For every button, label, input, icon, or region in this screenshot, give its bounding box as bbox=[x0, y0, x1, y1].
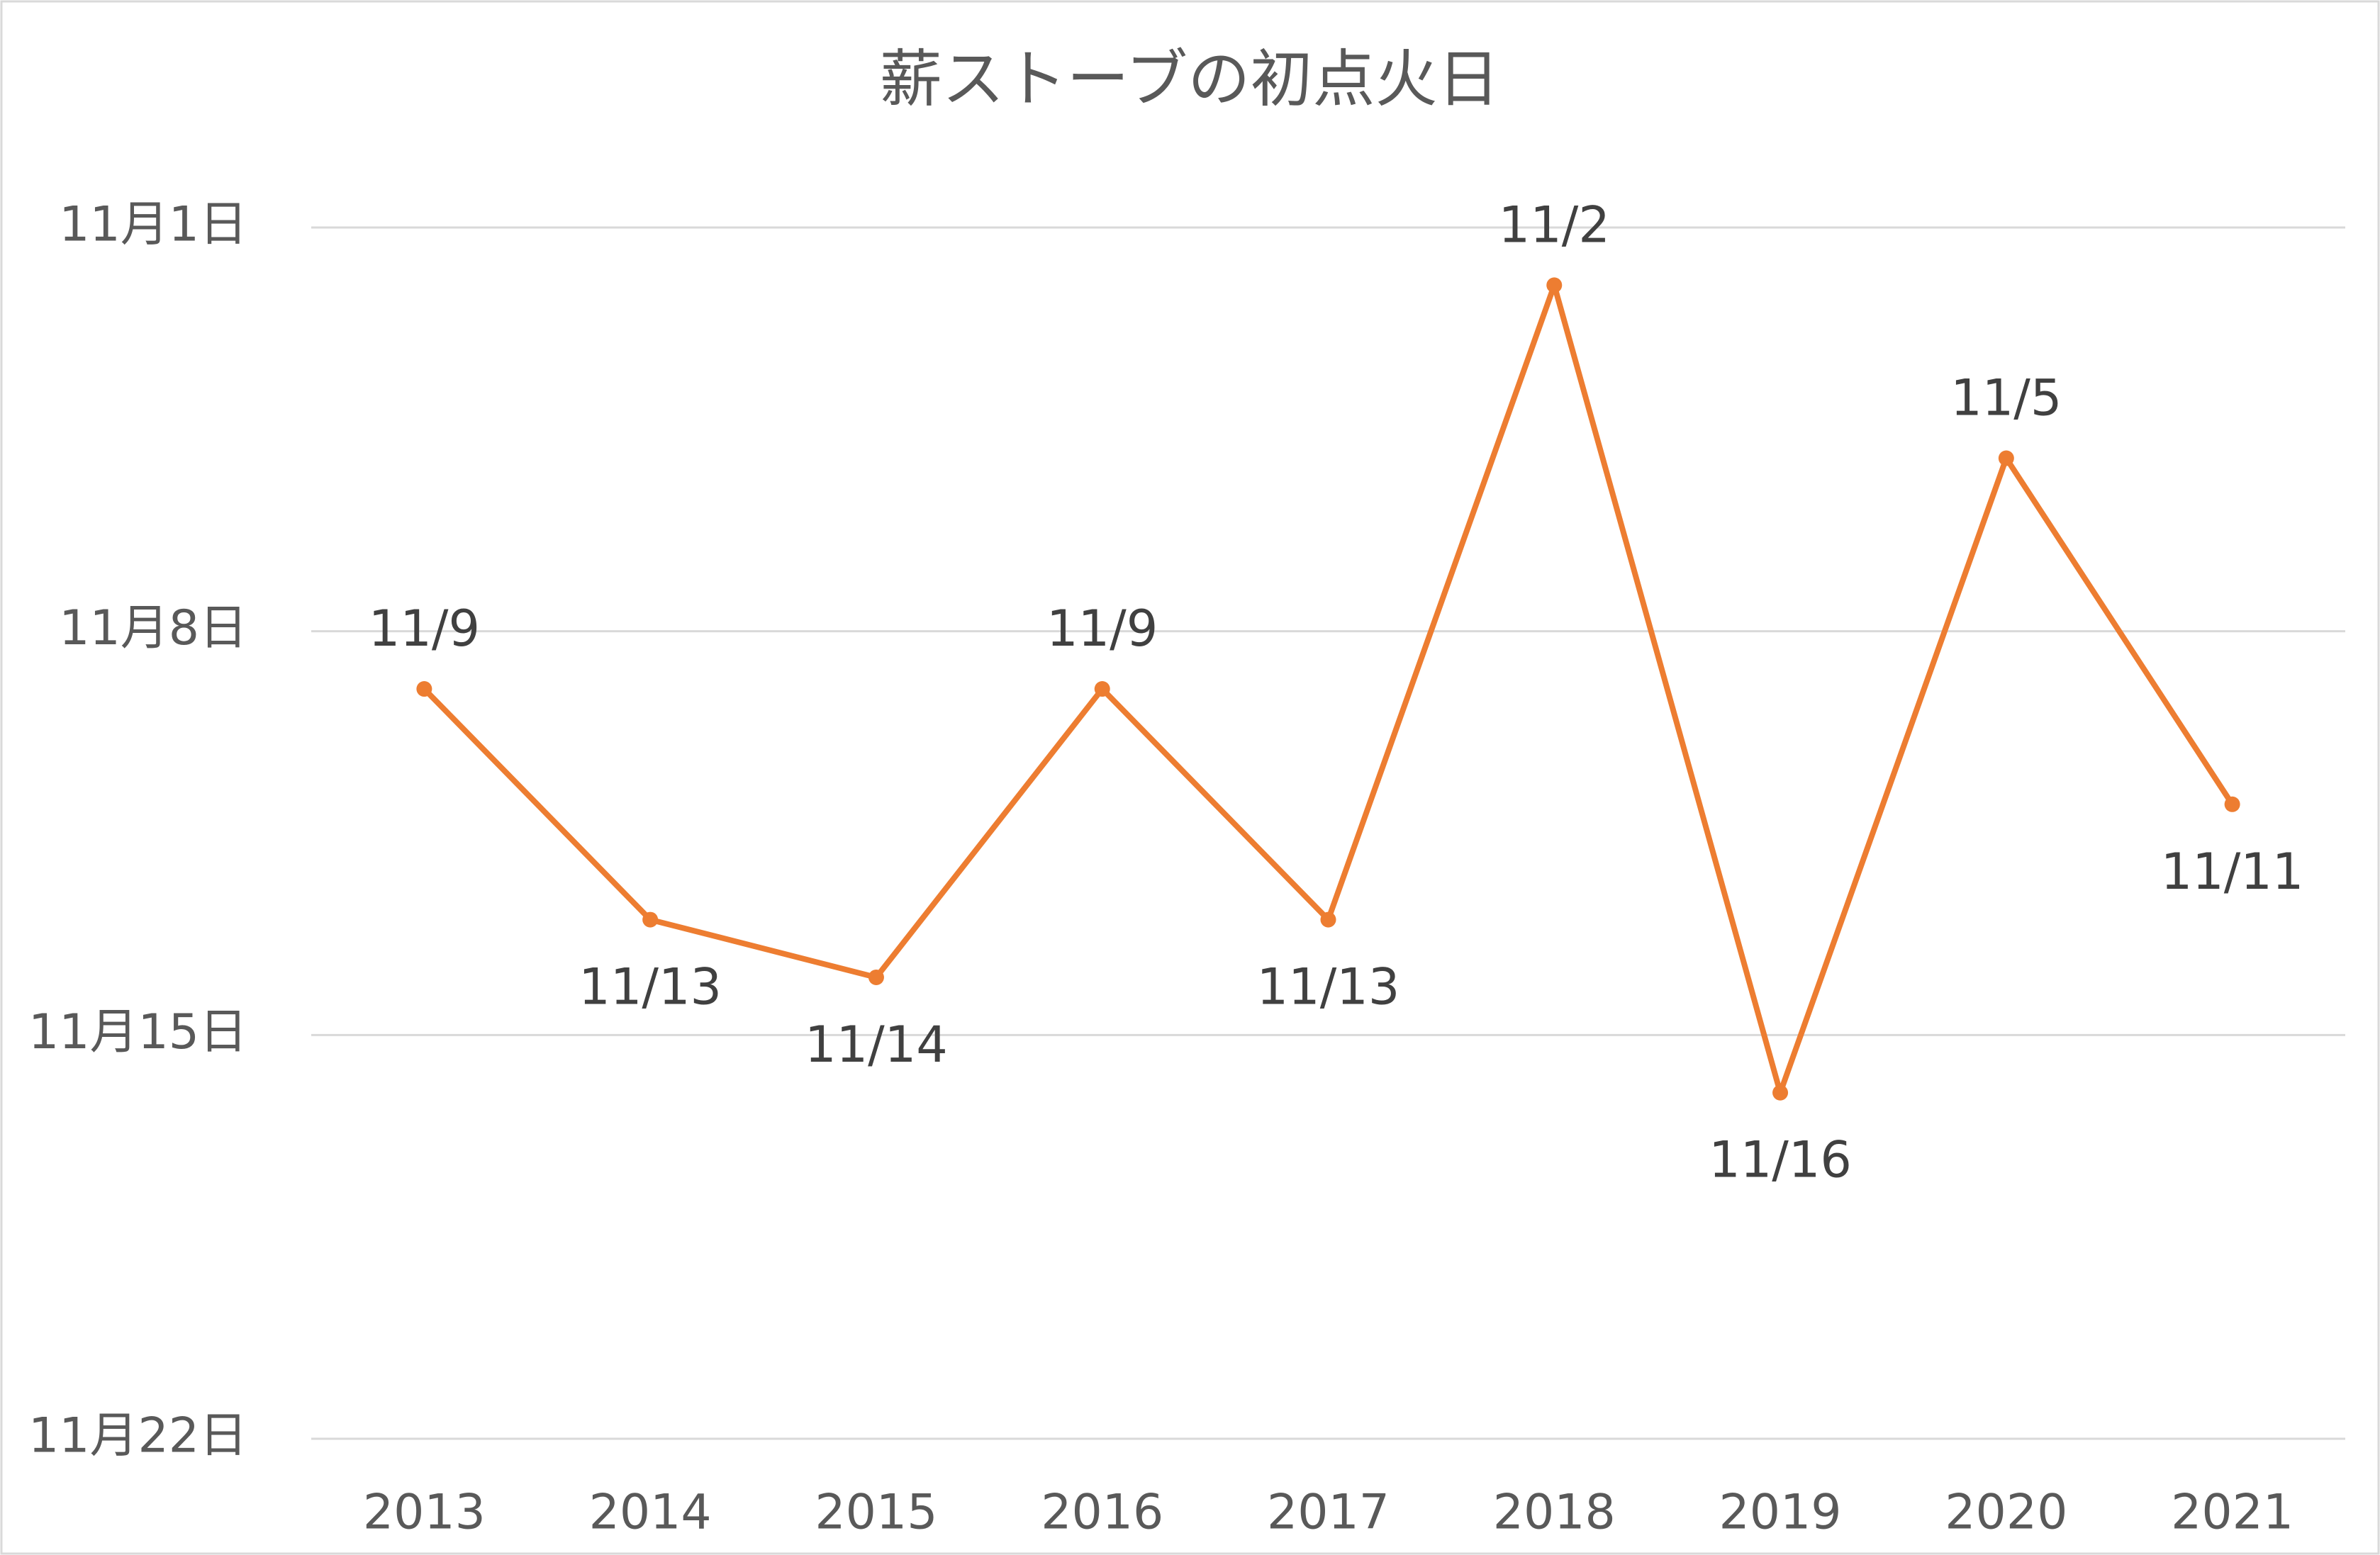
data-point bbox=[642, 911, 659, 928]
y-tick-label: 11月15日 bbox=[28, 1004, 247, 1060]
y-tick-label: 11月1日 bbox=[59, 197, 247, 253]
chart-title: 薪ストーブの初点火日 bbox=[880, 43, 1500, 116]
y-tick-label: 11月8日 bbox=[59, 600, 247, 656]
data-label: 11/13 bbox=[579, 958, 722, 1016]
x-tick-label: 2017 bbox=[1267, 1485, 1390, 1541]
x-tick-label: 2016 bbox=[1041, 1485, 1163, 1541]
data-label: 11/16 bbox=[1709, 1131, 1852, 1189]
x-tick-label: 2018 bbox=[1493, 1485, 1616, 1541]
data-label: 11/14 bbox=[805, 1016, 948, 1074]
data-point bbox=[2224, 796, 2240, 812]
data-point bbox=[1772, 1084, 1789, 1101]
x-tick-label: 2021 bbox=[2171, 1485, 2294, 1541]
data-point bbox=[416, 681, 432, 697]
data-label: 11/9 bbox=[369, 600, 480, 658]
y-tick-label: 11月22日 bbox=[28, 1408, 247, 1464]
x-tick-label: 2020 bbox=[1945, 1485, 2067, 1541]
data-label: 11/9 bbox=[1046, 600, 1158, 658]
x-tick-label: 2019 bbox=[1719, 1485, 1842, 1541]
x-tick-label: 2013 bbox=[363, 1485, 486, 1541]
data-point bbox=[1094, 681, 1110, 697]
x-tick-label: 2014 bbox=[589, 1485, 712, 1541]
data-point bbox=[868, 969, 884, 985]
data-point bbox=[1998, 450, 2014, 466]
data-label: 11/11 bbox=[2161, 843, 2304, 901]
data-point bbox=[1546, 277, 1563, 293]
data-point bbox=[1320, 911, 1336, 928]
data-label: 11/2 bbox=[1499, 196, 1610, 254]
data-label: 11/5 bbox=[1950, 369, 2062, 427]
x-tick-label: 2015 bbox=[815, 1485, 937, 1541]
data-label: 11/13 bbox=[1257, 958, 1400, 1016]
